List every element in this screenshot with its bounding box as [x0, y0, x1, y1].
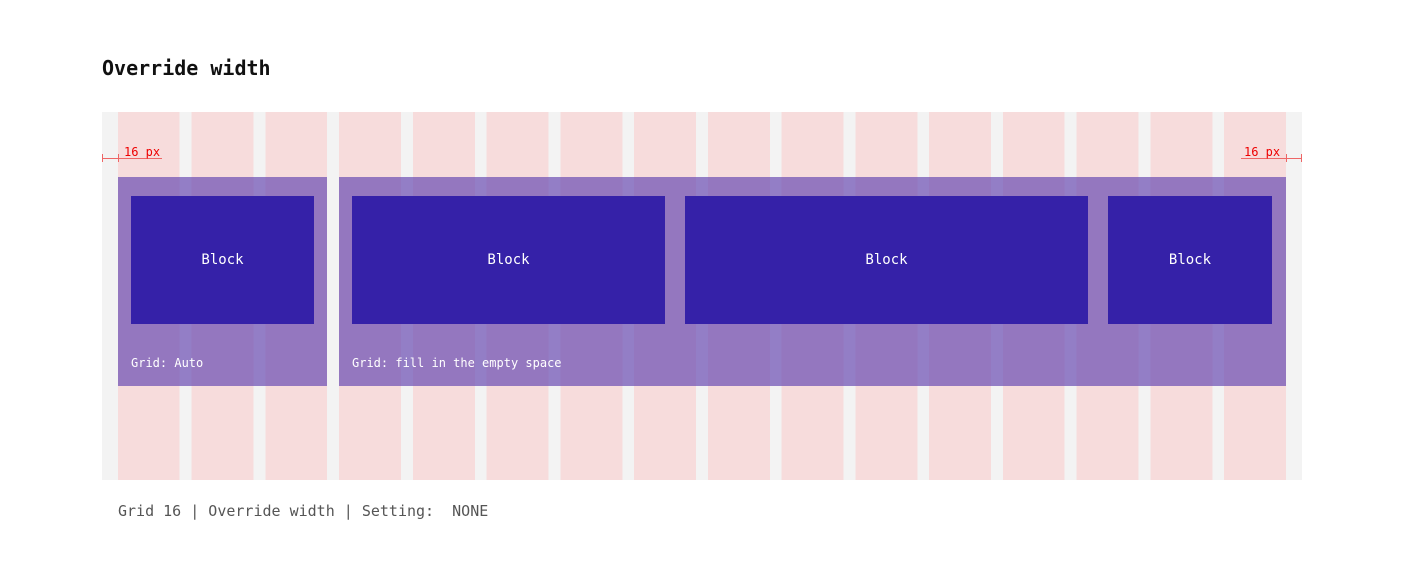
block: Block: [352, 196, 665, 324]
block: Block: [1108, 196, 1272, 324]
margin-label: 16 px: [124, 145, 161, 159]
margin-line: [1286, 158, 1302, 159]
margin-underline: [1241, 158, 1286, 159]
margin-tick: [102, 154, 103, 162]
margin-label: 16 px: [1244, 145, 1281, 159]
footer-caption: Grid 16 | Override width | Setting: NONE: [118, 502, 489, 520]
page-title: Override width: [102, 56, 271, 80]
group-caption: Grid: Auto: [131, 356, 204, 370]
block: Block: [685, 196, 1088, 324]
block: Block: [131, 196, 314, 324]
margin-tick: [1286, 154, 1287, 162]
margin-underline: [118, 158, 162, 159]
margin-tick: [1301, 154, 1302, 162]
group-caption: Grid: fill in the empty space: [352, 356, 562, 370]
margin-line: [102, 158, 118, 159]
